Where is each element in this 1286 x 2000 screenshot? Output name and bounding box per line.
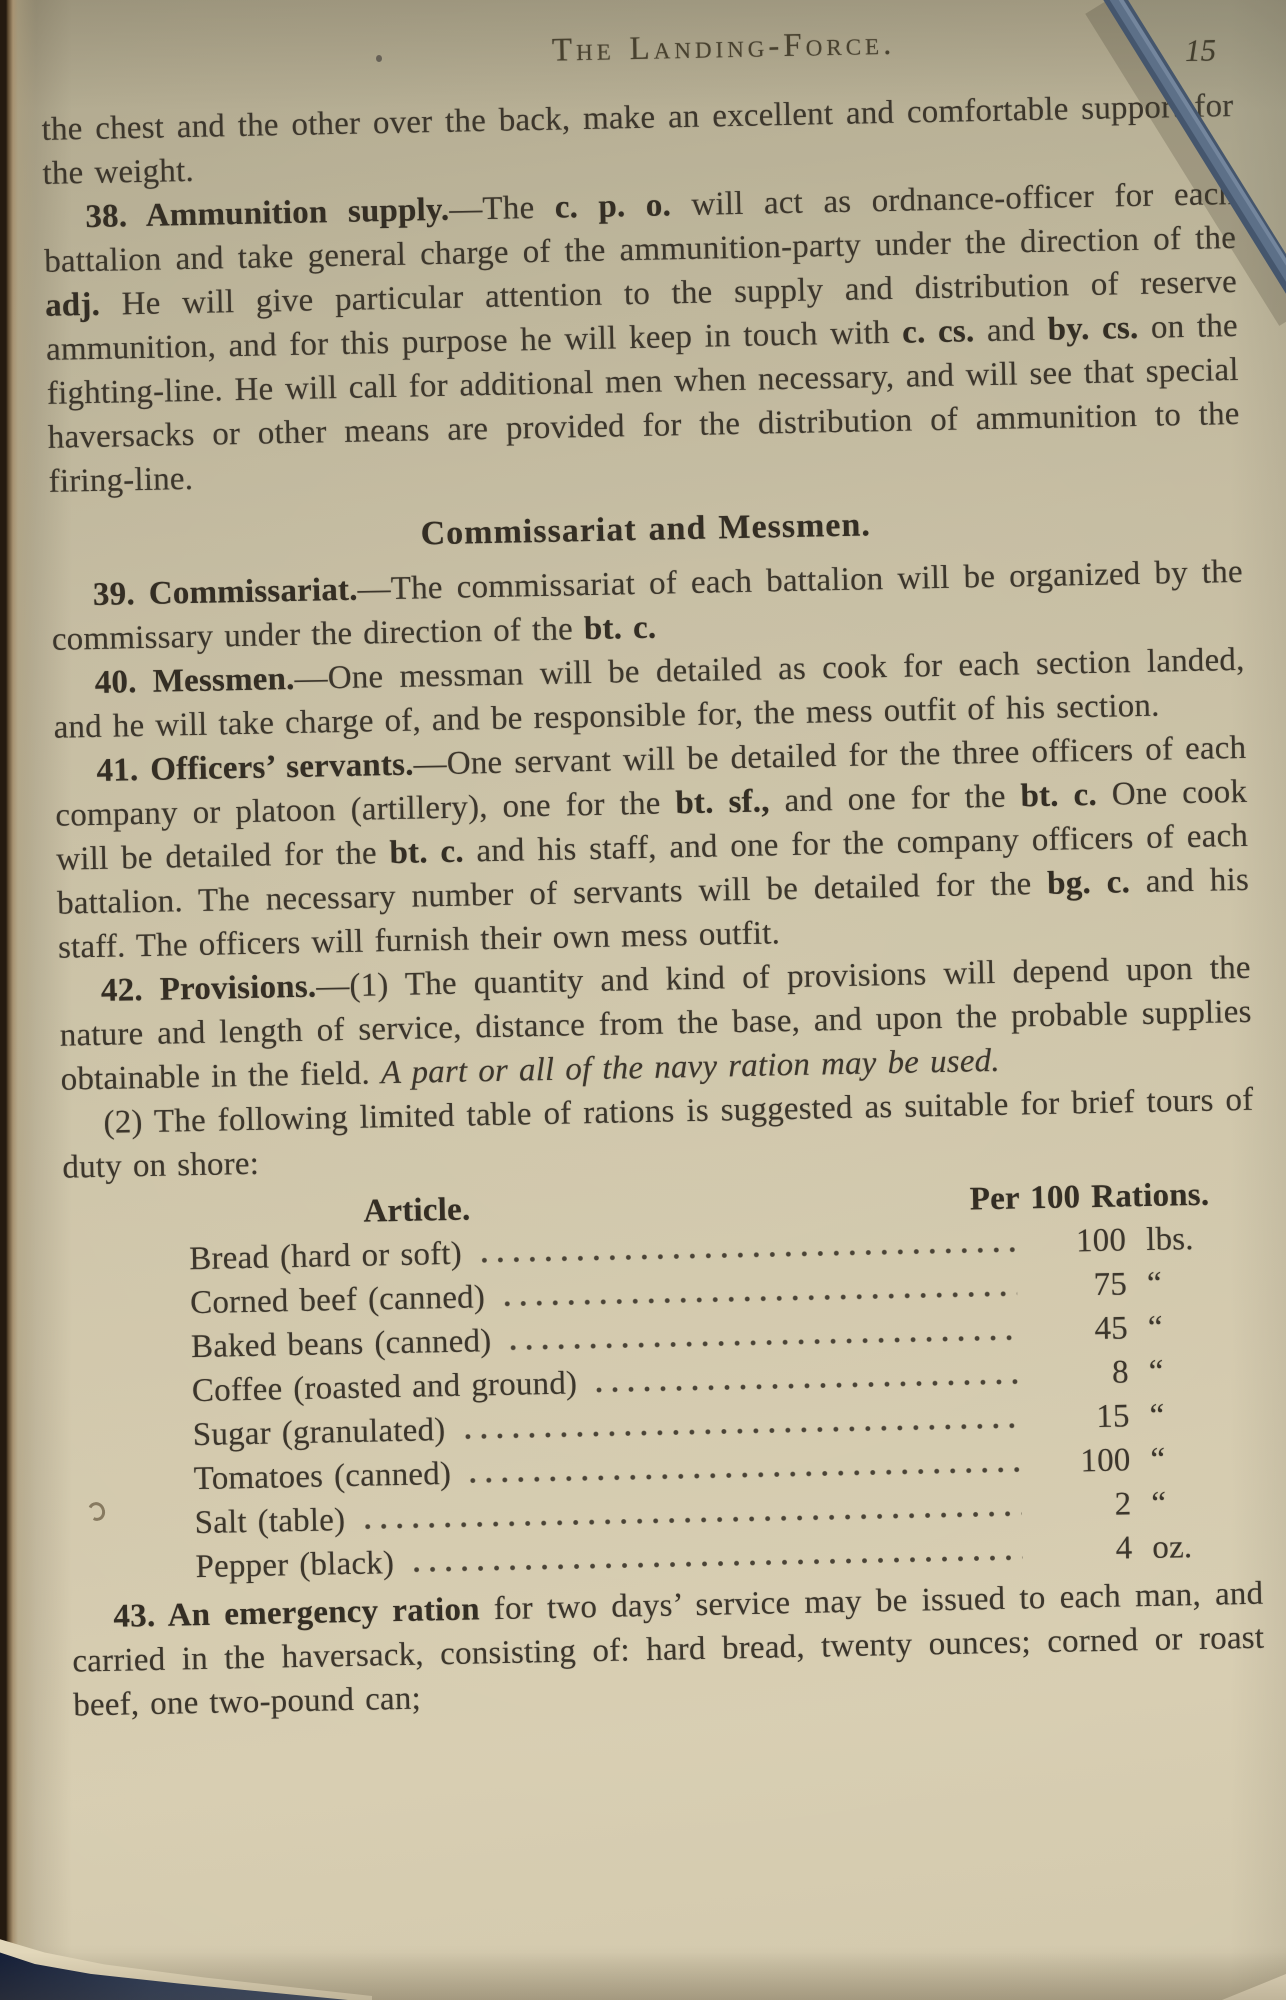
table-cell-unit: “ <box>1150 1441 1166 1478</box>
paragraph-41-officers-servants: 41. Officers’ servants.—One servant will… <box>54 726 1250 970</box>
paragraph-42-provisions: 42. Provisions.—(1) The quantity and kin… <box>58 946 1252 1102</box>
table-cell-unit: “ <box>1149 1397 1165 1434</box>
text-run: bt. c. <box>389 833 465 872</box>
text-run: 40. Messmen. <box>94 660 295 701</box>
text-run: c. p. o. <box>554 187 672 226</box>
table-cell-quantity: 45 <box>1094 1310 1129 1348</box>
text-run: 42. Provisions. <box>100 968 317 1009</box>
table-cell-article: Tomatoes (canned) <box>193 1455 452 1498</box>
paper-speck <box>376 55 382 62</box>
table-cell-article: Sugar (granulated) <box>192 1412 446 1454</box>
text-run: c. cs. <box>901 313 975 351</box>
ration-table: Article. Per 100 Rations. Bread (hard or… <box>63 1172 1263 1592</box>
text-run: and <box>973 311 1049 350</box>
ration-table-body: Bread (hard or soft) 100 lbs. Corned beef (… <box>64 1216 1263 1592</box>
running-header-title: The Landing-Force. <box>551 25 896 69</box>
table-header-article: Article. <box>363 1191 471 1230</box>
page-number: 15 <box>1184 32 1217 68</box>
table-cell-quantity: 2 <box>1114 1486 1132 1523</box>
table-cell-quantity: 100 <box>1080 1442 1131 1480</box>
text-run: 38. Ammunition supply. <box>85 191 450 236</box>
table-cell-article: Coffee (roasted and ground) <box>191 1365 578 1410</box>
text-run: by. cs. <box>1047 309 1139 348</box>
table-cell-quantity: 75 <box>1093 1266 1128 1304</box>
table-header-per-100-rations: Per 100 Rations. <box>969 1176 1210 1218</box>
text-run: —The <box>448 189 556 228</box>
table-cell-article: Baked beans (canned) <box>190 1323 492 1366</box>
text-run: bt. c. <box>583 609 657 648</box>
text-run: bg. c. <box>1046 864 1131 902</box>
table-cell-article: Bread (hard or soft) <box>188 1235 463 1278</box>
text-run: 41. Officers’ servants. <box>96 746 414 789</box>
table-cell-unit: “ <box>1147 1309 1164 1346</box>
text-run: bt. c. <box>1020 776 1098 815</box>
running-header: The Landing-Force. <box>40 14 1233 84</box>
table-cell-article: Corned beef (canned) <box>189 1279 486 1322</box>
table-cell-quantity: 8 <box>1111 1354 1130 1391</box>
text-run: and one for the <box>769 778 1021 820</box>
table-cell-unit: lbs. <box>1145 1221 1195 1258</box>
table-cell-unit: oz. <box>1151 1529 1193 1566</box>
text-run: 43. An emergency ration <box>113 1591 481 1635</box>
text-run: adj. <box>44 286 101 324</box>
text-run: 39. Commissariat. <box>92 571 358 613</box>
text-run: (2) The following limited table of ratio… <box>62 1081 1254 1186</box>
paragraph-38-ammunition-supply: 38. Ammunition supply.—The c. p. o. will… <box>43 172 1241 504</box>
table-cell-quantity: 100 <box>1075 1222 1127 1260</box>
table-cell-article: Pepper (black) <box>195 1545 395 1586</box>
table-cell-unit: “ <box>1148 1353 1164 1390</box>
text-run: bt. sf., <box>675 783 770 822</box>
table-cell-quantity: 4 <box>1115 1530 1133 1567</box>
table-cell-article: Salt (table) <box>194 1502 346 1542</box>
table-cell-unit: “ <box>1146 1265 1163 1302</box>
paragraph-43-emergency-ration: 43. An emergency ration for two days’ se… <box>71 1572 1265 1728</box>
table-cell-quantity: 15 <box>1095 1398 1131 1436</box>
table-cell-unit: “ <box>1151 1485 1167 1522</box>
